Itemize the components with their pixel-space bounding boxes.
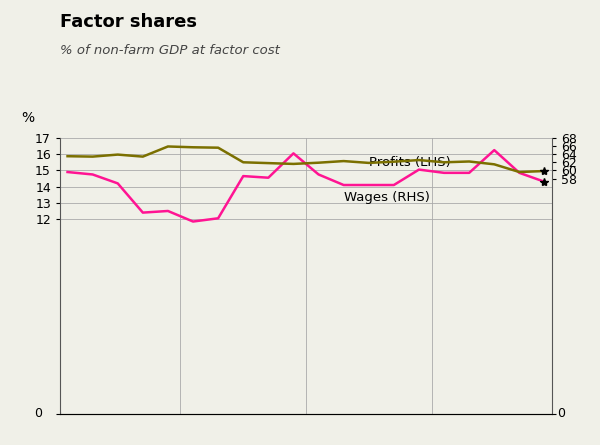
Text: Factor shares: Factor shares xyxy=(60,13,197,31)
Text: Wages (RHS): Wages (RHS) xyxy=(344,191,430,204)
Text: %: % xyxy=(21,111,34,125)
Text: % of non-farm GDP at factor cost: % of non-farm GDP at factor cost xyxy=(60,44,280,57)
Text: Profits (LHS): Profits (LHS) xyxy=(369,156,451,169)
Text: 0: 0 xyxy=(34,407,43,421)
Text: 0: 0 xyxy=(557,407,565,421)
